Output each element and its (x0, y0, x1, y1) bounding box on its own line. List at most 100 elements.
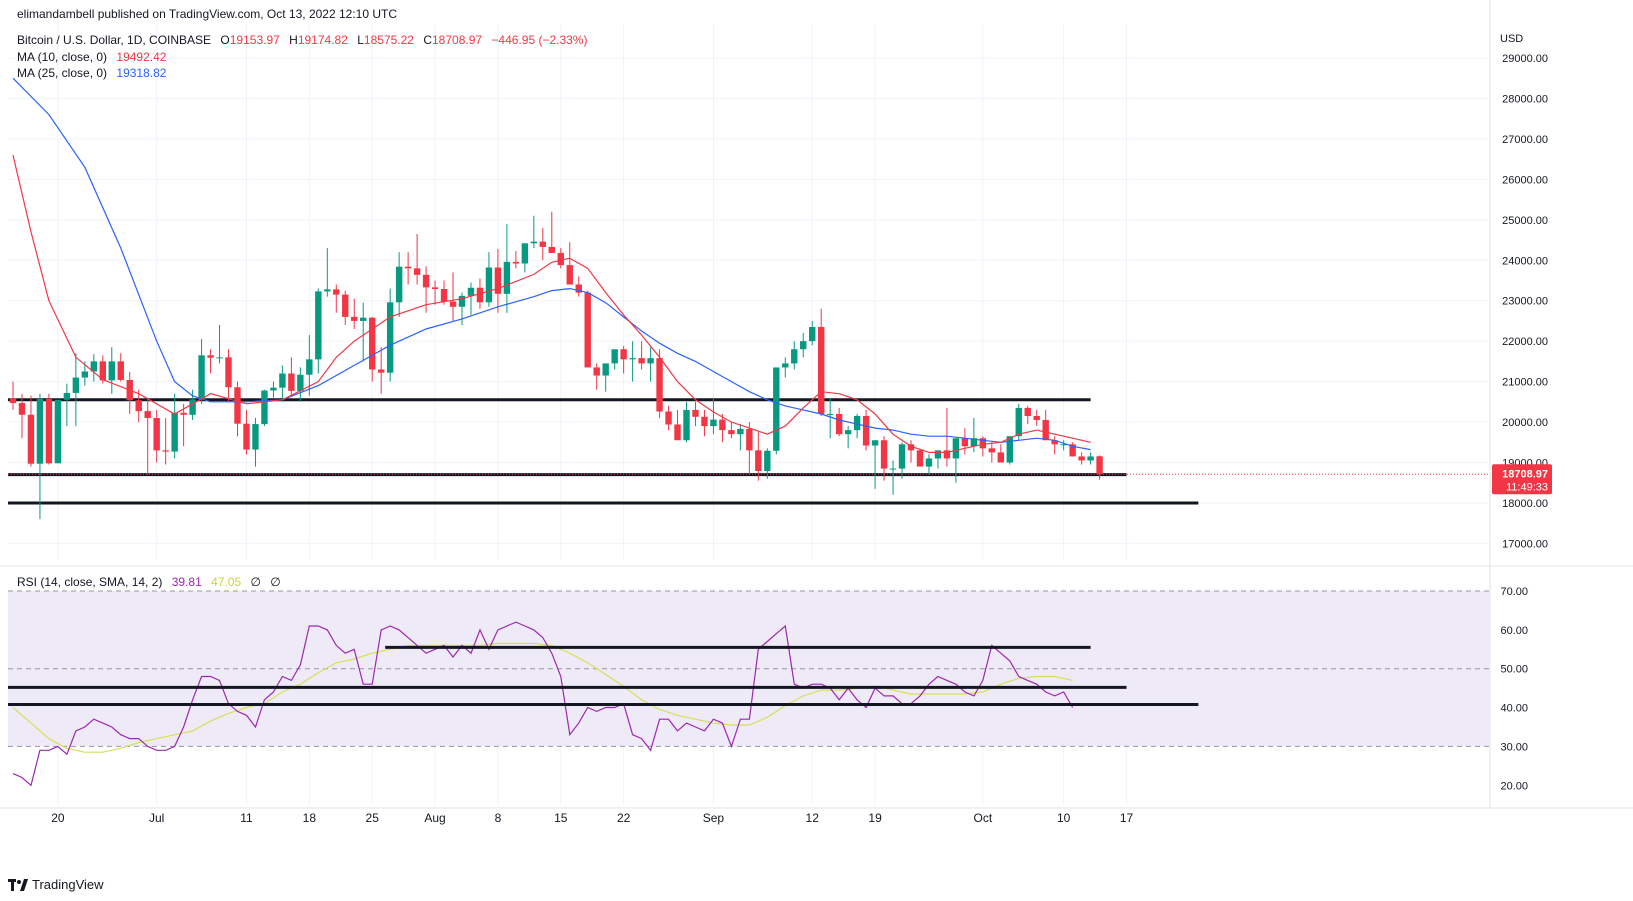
candle-body (99, 361, 106, 381)
candle-body (198, 355, 205, 400)
candle-body (180, 412, 187, 415)
candle-body (773, 367, 780, 451)
candle-body (791, 349, 798, 364)
candle-body (404, 266, 412, 269)
candle-body (36, 398, 44, 464)
candle-body (764, 450, 771, 471)
publisher-header: elimandambell published on TradingView.c… (17, 7, 397, 21)
high-label: H (289, 33, 298, 47)
candle-body (961, 438, 969, 447)
time-tick-label: Sep (703, 811, 725, 825)
time-tick-label: Jul (149, 811, 164, 825)
price-axis[interactable]: 29000.00 28000.00 27000.00 26000.00 25000.00… (1502, 53, 1548, 550)
time-tick-label: 15 (554, 811, 568, 825)
candle-body (243, 423, 250, 450)
candle-body (1051, 440, 1058, 445)
candle-body (521, 243, 529, 264)
candle-body (683, 409, 690, 441)
tradingview-logo[interactable]: TradingView (8, 877, 104, 892)
price-tick-label: 26000.00 (1502, 174, 1548, 186)
candle-body (270, 387, 277, 391)
time-tick-label: 12 (806, 811, 820, 825)
candle-body (458, 295, 466, 307)
candle-body (27, 414, 35, 464)
candle-body (72, 377, 80, 393)
candle-body (108, 361, 115, 381)
candle-body (844, 430, 852, 435)
candle-body (970, 438, 978, 447)
candle-body (1042, 420, 1049, 441)
candle-body (728, 430, 735, 435)
ma25-label: MA (25, close, 0) (17, 66, 108, 80)
price-tick-label: 17000.00 (1502, 538, 1548, 550)
ma25-value: 19318.82 (116, 66, 167, 80)
candle-body (988, 448, 996, 453)
candle-body (943, 450, 951, 459)
candle-body (360, 317, 367, 321)
price-tick-label: 27000.00 (1502, 134, 1548, 146)
candle-body (207, 355, 214, 358)
candle-body (216, 357, 223, 359)
time-tick-label: 8 (495, 811, 502, 825)
time-tick-label: 22 (617, 811, 631, 825)
candle-body (512, 261, 520, 264)
candle-body (1078, 456, 1085, 461)
candle-body (898, 444, 906, 469)
low-value: 18575.22 (363, 33, 414, 47)
candlestick-series (9, 211, 1103, 520)
candle-body (1006, 436, 1013, 463)
candle-body (997, 452, 1004, 463)
rsi-tick-label: 60.00 (1500, 625, 1528, 637)
candle-body (333, 289, 340, 295)
candle-body (252, 424, 259, 450)
ma10-label: MA (10, close, 0) (17, 50, 108, 64)
rsi-axis[interactable]: 70.00 60.00 50.00 40.00 30.00 20.00 (1500, 586, 1528, 792)
candle-body (674, 424, 681, 441)
candle-body (826, 413, 834, 415)
time-tick-label: Oct (974, 811, 993, 825)
candle-body (925, 458, 933, 467)
candle-body (719, 419, 726, 431)
candle-body (422, 274, 430, 288)
price-tick-label: 20000.00 (1502, 417, 1548, 429)
price-tick-label: 24000.00 (1502, 255, 1548, 267)
ma10-line (12, 154, 1091, 453)
time-axis[interactable]: 20 Jul 11 18 25 Aug 8 15 22 Sep 12 19 Oct 10 17 (51, 811, 1133, 825)
price-tag-background (1492, 464, 1552, 495)
rsi-legend[interactable]: RSI (14, close, SMA, 14, 2) 39.81 47.05 … (17, 575, 283, 589)
candle-body (656, 358, 663, 412)
candle-body (189, 399, 196, 415)
candle-body (315, 291, 322, 360)
candle-body (386, 302, 394, 373)
price-tick-label: 21000.00 (1502, 377, 1548, 389)
candle-body (566, 265, 573, 285)
rsi-label: RSI (14, close, SMA, 14, 2) (17, 575, 163, 589)
candle-body (485, 267, 493, 303)
candle-body (369, 317, 376, 370)
open-label: O (220, 33, 230, 47)
candle-body (494, 267, 502, 294)
candle-body (413, 268, 421, 275)
symbol-title: Bitcoin / U.S. Dollar, 1D, COINBASE (17, 33, 212, 47)
candle-body (835, 413, 843, 435)
low-label: L (357, 33, 364, 47)
candle-body (647, 358, 654, 364)
candle-body (449, 301, 457, 307)
rsi-sma-value: 47.05 (211, 575, 242, 589)
ma25-legend[interactable]: MA (25, close, 0) 19318.82 (17, 66, 168, 80)
ma10-legend[interactable]: MA (10, close, 0) 19492.42 (17, 50, 168, 64)
candle-body (701, 416, 708, 427)
candle-body (575, 284, 582, 293)
tradingview-logo-icon (8, 878, 28, 891)
candle-body (853, 415, 861, 431)
candle-body (620, 349, 627, 360)
candle-body (135, 400, 142, 412)
candle-body (629, 358, 636, 360)
rsi-level-lines (8, 645, 1199, 706)
symbol-legend[interactable]: Bitcoin / U.S. Dollar, 1D, COINBASE O191… (17, 33, 589, 47)
candle-body (1096, 456, 1103, 475)
candle-body (602, 363, 609, 376)
candle-body (800, 341, 807, 350)
candle-body (710, 419, 717, 427)
